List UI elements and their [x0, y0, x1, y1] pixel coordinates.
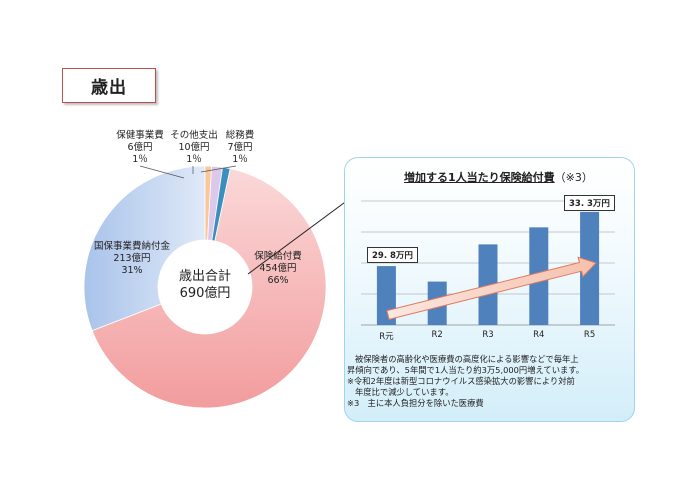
slice-contribution	[83, 165, 206, 332]
slice-label-health-program: 保健事業費 6億円 1％	[112, 130, 168, 166]
slice-amount: 213億円	[113, 253, 151, 264]
slice-label-other: その他支出 10億円 1％	[166, 130, 222, 166]
center-label-line1: 歳出合計	[178, 269, 231, 284]
callout-first-value: 29. 8万円	[367, 247, 418, 263]
x-tick-label: R2	[431, 330, 443, 340]
slice-name: その他支出	[170, 130, 218, 141]
bar-chart-title: 増加する1人当たり保険給付費（※3）	[404, 169, 593, 185]
center-label-line2: 690億円	[179, 286, 231, 301]
bar-chart-title-note: （※3）	[554, 171, 593, 184]
slice-label-admin: 総務費 7億円 1％	[220, 130, 260, 166]
notes-block: 被保険者の高齢化や医療費の高度化による影響などで毎年上 昇傾向であり、5年間で1…	[347, 354, 629, 409]
slice-label-contribution: 国保事業費納付金 213億円 31%	[86, 241, 178, 277]
x-tick-label: R4	[533, 330, 545, 340]
leader-line-1	[139, 165, 185, 179]
slice-amount: 454億円	[259, 263, 297, 274]
slice-percent: 1％	[186, 154, 202, 165]
note-line: ※3 主に本人負担分を除いた医療費	[347, 398, 484, 408]
slice-percent: 31%	[121, 265, 143, 276]
pie-leader-lines	[139, 165, 237, 179]
slice-name: 総務費	[225, 130, 255, 141]
slice-benefits	[91, 168, 327, 409]
note-line: ※令和2年度は新型コロナウイルス感染拡大の影響により対前	[347, 376, 575, 386]
note-line: 昇傾向であり、5年間で1人当たり約3万5,000円増えています。	[347, 365, 585, 375]
bar-chart-title-text: 増加する1人当たり保険給付費	[404, 171, 555, 184]
x-tick-label: R3	[482, 330, 494, 340]
slice-name: 保険給付費	[254, 251, 302, 262]
slice-name: 国保事業費納付金	[93, 241, 170, 252]
page-title: 歳出	[62, 68, 156, 103]
x-tick-label: R5	[583, 330, 596, 340]
pie-chart	[83, 165, 327, 409]
leader-line-3	[200, 165, 237, 173]
callout-last-value: 33. 3万円	[564, 195, 615, 211]
slice-amount: 7億円	[227, 142, 253, 153]
slice-label-benefits: 保険給付費 454億円 66%	[248, 251, 308, 287]
slice-amount: 10億円	[178, 142, 210, 153]
slice-name: 保健事業費	[116, 130, 164, 141]
slice-amount: 6億円	[127, 142, 153, 153]
slice-percent: 66%	[267, 275, 289, 286]
note-line: 被保険者の高齢化や医療費の高度化による影響などで毎年上	[355, 354, 579, 364]
x-tick-label: R元	[379, 332, 394, 342]
slice-percent: 1％	[232, 154, 248, 165]
slice-percent: 1％	[132, 154, 148, 165]
pie-center-label: 歳出合計 690億円	[145, 268, 265, 302]
callout-connector-line	[247, 196, 353, 275]
note-line: 年度比で減少しています。	[355, 387, 454, 397]
